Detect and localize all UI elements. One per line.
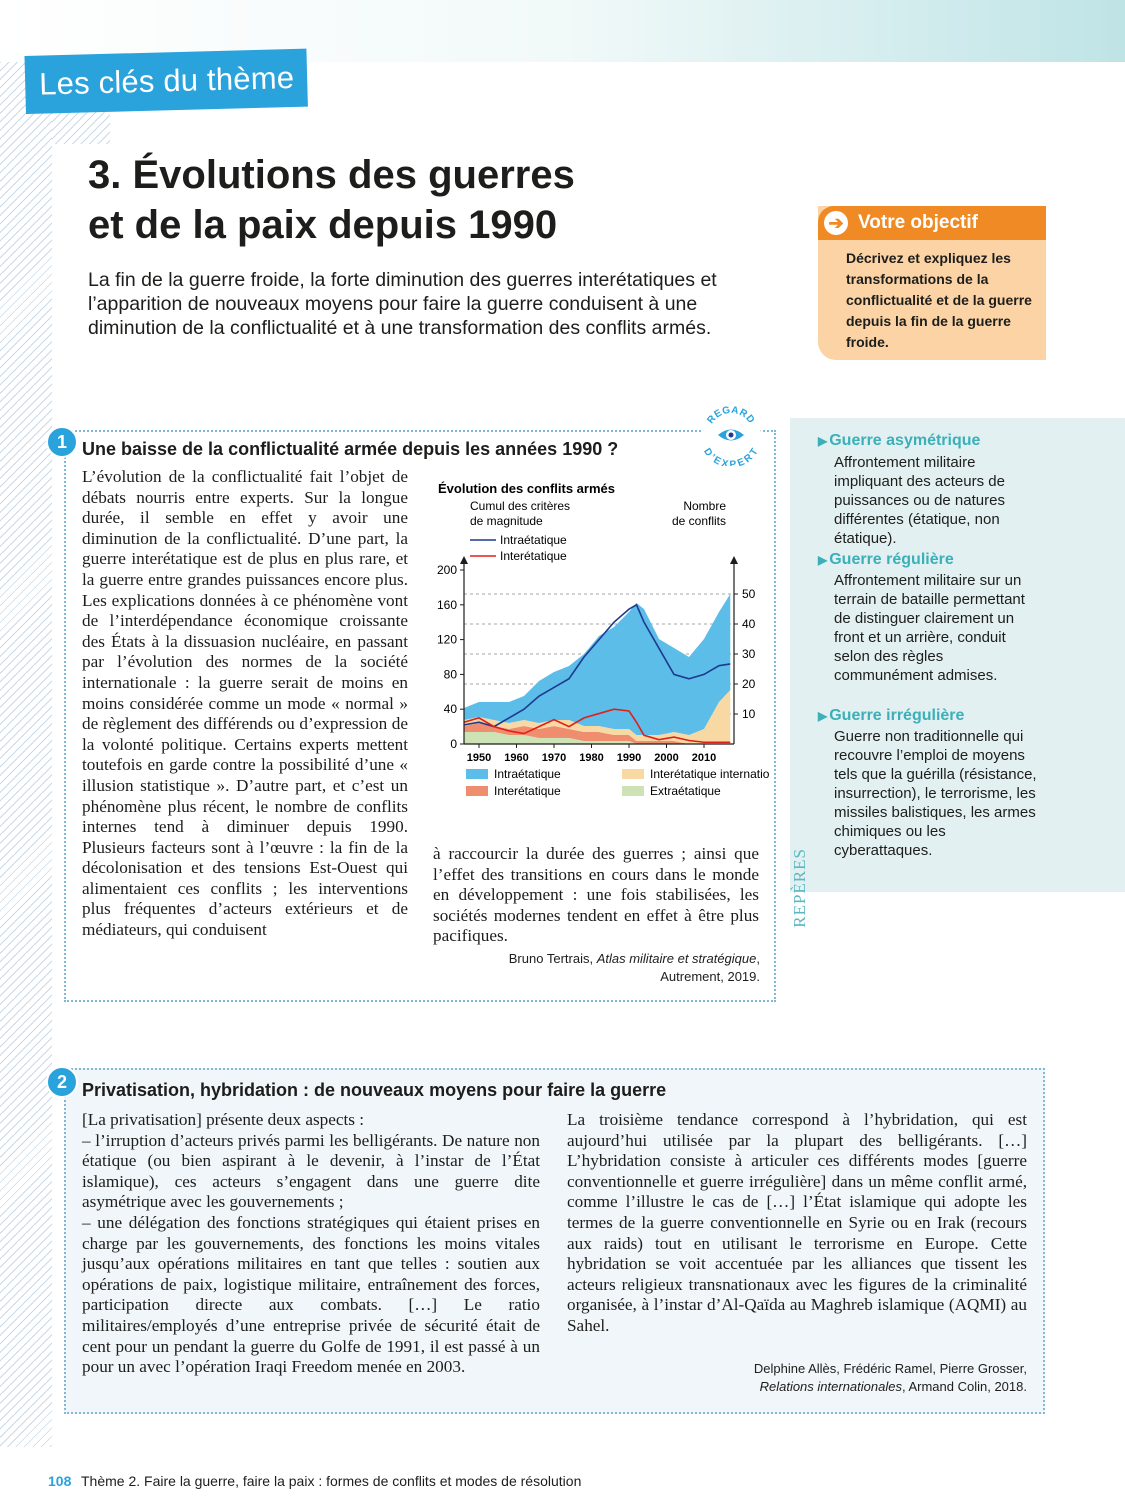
left-hatch-margin (0, 62, 52, 1447)
document-2-p1: [La privatisation] présente deux aspects… (82, 1110, 365, 1129)
x-tick-label: 2000 (654, 752, 678, 764)
left-axis-label-line2: de magnitude (470, 514, 543, 528)
document-2-box (64, 1068, 1045, 1414)
document-1-number: 1 (46, 426, 78, 458)
legend-area-swatch (466, 769, 488, 779)
chart-title: Évolution des conflits armés (438, 481, 615, 496)
right-axis-label-line2: de conflits (672, 514, 726, 528)
eye-icon (718, 429, 744, 441)
document-2-title: Privatisation, hybridation : de nouveaux… (82, 1080, 667, 1100)
x-tick-label: 1950 (467, 752, 491, 764)
page-title-line1: 3. Évolutions des guerres (88, 153, 575, 197)
legend-line-label: Interétatique (500, 549, 567, 563)
area-intra-tatique (464, 594, 731, 735)
conflicts-chart: Évolution des conflits armés Cumul des c… (437, 481, 770, 798)
objective-text: Décrivez et expliquez les transformation… (846, 250, 1032, 350)
page-title: 3. Évolutions des guerres et de la paix … (88, 150, 728, 250)
legend-area-label: Intraétatique (494, 767, 561, 781)
left-axis-arrow (460, 556, 468, 564)
source-author: Bruno Tertrais, (508, 951, 594, 966)
source-authors: Delphine Allès, Frédéric Ramel, Pierre G… (753, 1361, 1027, 1376)
arrow-right-icon: ➔ (824, 211, 848, 235)
repere-term-irreguliere: ▶ Guerre irrégulière (818, 707, 965, 724)
document-1-text-col2: à raccourcir la durée des guerres ; ains… (433, 844, 759, 946)
source-work: Atlas militaire et stratégique (596, 951, 757, 966)
intro-text: La fin de la guerre froide, la forte dim… (88, 269, 717, 339)
source-publisher: , Armand Colin, 2018. (901, 1379, 1027, 1394)
left-tick-label: 120 (437, 633, 457, 647)
regard-expert-badge: REGARD D’EXPERT (701, 405, 761, 466)
reperes-panel: REPÈRES (790, 418, 1125, 928)
x-tick-label: 1980 (579, 752, 603, 764)
area-extra-tatique (464, 732, 731, 744)
document-2-p3: – une délégation des fonctions stratégiq… (82, 1212, 540, 1377)
source-publisher: Autrement, 2019. (660, 969, 760, 984)
triangle-right-icon: ▶ (818, 434, 828, 448)
objective-box: ➔ Votre objectif Décrivez et expliquez l… (818, 206, 1046, 360)
x-tick-label: 1990 (617, 752, 641, 764)
x-tick-label: 2010 (692, 752, 716, 764)
line-intra-tatique (463, 603, 731, 728)
reperes-side-band: REPÈRES (790, 418, 818, 928)
x-tick-label: 1960 (504, 752, 528, 764)
legend-area-label: Extraétatique (650, 784, 721, 798)
right-tick-label: 10 (742, 707, 756, 721)
page-number: 108 (48, 1473, 72, 1489)
left-tick-label: 0 (450, 737, 457, 751)
left-tick-label: 200 (437, 563, 457, 577)
left-axis-label-line1: Cumul des critères (470, 499, 570, 513)
document-2-text-col2: La troisième tendance correspond à l’hyb… (567, 1110, 1027, 1335)
triangle-right-icon: ▶ (818, 709, 828, 723)
legend-area-swatch (466, 786, 488, 796)
legend-area-label: Interétatique (494, 784, 561, 798)
left-tick-label: 40 (444, 702, 458, 716)
right-tick-label: 20 (742, 677, 756, 691)
document-1-title: Une baisse de la conflictualité armée de… (82, 439, 619, 459)
repere-def-reguliere: Affrontement militaire sur un terrain de… (834, 572, 1025, 684)
right-axis-label-line1: Nombre (683, 499, 726, 513)
repere-term-reguliere: ▶ Guerre régulière (818, 551, 954, 568)
line-inter-tatique (463, 708, 731, 744)
objective-heading: Votre objectif (858, 212, 978, 233)
document-1-text-col1: L’évolution de la conflictualité fait l’… (82, 467, 408, 940)
right-axis-arrow (730, 556, 738, 564)
page-title-line2: et de la paix depuis 1990 (88, 203, 558, 247)
document-2-p2: – l’irruption d’acteurs privés parmi les… (82, 1130, 540, 1212)
left-tick-label: 80 (444, 667, 458, 681)
document-1-source: Bruno Tertrais, Atlas militaire et strat… (508, 951, 760, 984)
legend-area-swatch (622, 786, 644, 796)
area-inter-tatique (464, 723, 731, 744)
repere-term-asymetrique: ▶ Guerre asymétrique (818, 432, 981, 449)
theme-tab: Les clés du thème (24, 48, 308, 114)
document-2-text-col1: [La privatisation] présente deux aspects… (82, 1110, 540, 1378)
page-footer: 108 Thème 2. Faire la guerre, faire la p… (48, 1473, 581, 1489)
repere-def-asymetrique: Affrontement militaire impliquant des ac… (834, 454, 1005, 547)
legend-area-label: Interétatique internationalisé (650, 767, 770, 781)
document-2-number: 2 (46, 1066, 78, 1098)
footer-text: Thème 2. Faire la guerre, faire la paix … (81, 1473, 582, 1489)
left-tick-label: 160 (437, 598, 457, 612)
repere-def-irreguliere: Guerre non traditionnelle qui recouvre l… (834, 728, 1037, 859)
right-tick-label: 30 (742, 647, 756, 661)
area-inter-tatique-internationalis- (464, 690, 731, 744)
objective-header: ➔ Votre objectif (818, 206, 1046, 240)
right-tick-label: 40 (742, 617, 756, 631)
source-work: Relations internationales (759, 1379, 902, 1394)
right-tick-label: 50 (742, 587, 756, 601)
x-tick-label: 1970 (542, 752, 566, 764)
legend-line-label: Intraétatique (500, 533, 567, 547)
legend-area-swatch (622, 769, 644, 779)
reperes-label: REPÈRES (790, 848, 809, 928)
document-2-source: Delphine Allès, Frédéric Ramel, Pierre G… (567, 1360, 1027, 1396)
triangle-right-icon: ▶ (818, 553, 828, 567)
